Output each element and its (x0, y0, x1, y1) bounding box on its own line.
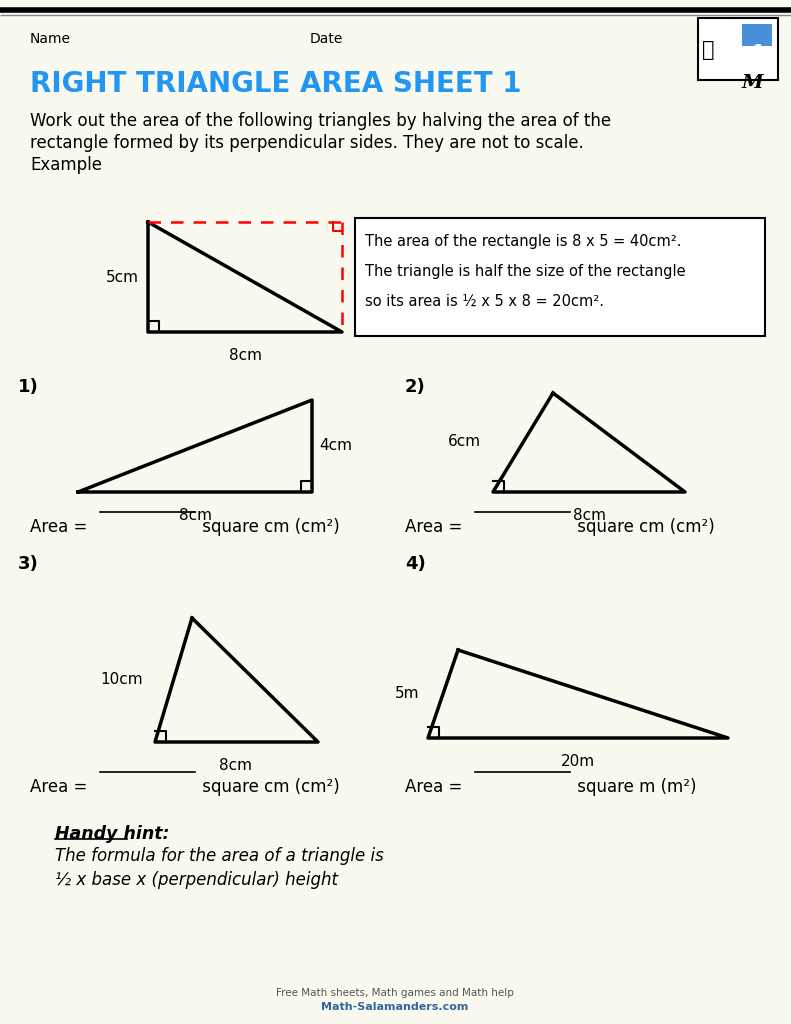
Text: Area =: Area = (30, 518, 93, 536)
Text: Handy hint:: Handy hint: (55, 825, 169, 843)
Text: M: M (742, 74, 763, 92)
Text: 10cm: 10cm (100, 673, 142, 687)
Bar (742, 24, 772, 46)
Text: Name: Name (30, 32, 71, 46)
Text: 🐆: 🐆 (702, 40, 714, 60)
Text: 1): 1) (18, 378, 39, 396)
Text: 5cm: 5cm (106, 269, 139, 285)
Text: rectangle formed by its perpendicular sides. They are not to scale.: rectangle formed by its perpendicular si… (30, 134, 584, 152)
Text: Free Math sheets, Math games and Math help: Free Math sheets, Math games and Math he… (276, 988, 514, 998)
Text: 20m: 20m (561, 754, 595, 769)
Text: Area =: Area = (405, 518, 467, 536)
Text: 3): 3) (18, 555, 39, 573)
Text: square cm (cm²): square cm (cm²) (572, 518, 715, 536)
Text: 4cm: 4cm (319, 438, 352, 454)
Text: 8cm: 8cm (229, 348, 262, 362)
Text: The triangle is half the size of the rectangle: The triangle is half the size of the rec… (365, 264, 686, 279)
Text: 5m: 5m (395, 686, 419, 701)
Text: The formula for the area of a triangle is: The formula for the area of a triangle i… (55, 847, 384, 865)
Text: Math-Salamanders.com: Math-Salamanders.com (321, 1002, 469, 1012)
Text: so its area is ½ x 5 x 8 = 20cm².: so its area is ½ x 5 x 8 = 20cm². (365, 294, 604, 309)
Text: 8cm: 8cm (573, 508, 605, 523)
Bar (698, 18, 778, 80)
Text: square m (m²): square m (m²) (572, 778, 697, 796)
Text: 8cm: 8cm (219, 758, 252, 773)
Text: Work out the area of the following triangles by halving the area of the: Work out the area of the following trian… (30, 112, 611, 130)
Text: Area =: Area = (405, 778, 467, 796)
Text: Date: Date (310, 32, 343, 46)
Text: 4): 4) (405, 555, 426, 573)
Text: The area of the rectangle is 8 x 5 = 40cm².: The area of the rectangle is 8 x 5 = 40c… (365, 234, 682, 249)
Text: 8cm: 8cm (179, 508, 211, 523)
Text: ½ x base x (perpendicular) height: ½ x base x (perpendicular) height (55, 871, 338, 889)
Text: Example: Example (30, 156, 102, 174)
Text: RIGHT TRIANGLE AREA SHEET 1: RIGHT TRIANGLE AREA SHEET 1 (30, 70, 521, 98)
Text: 6: 6 (751, 44, 763, 59)
Text: square cm (cm²): square cm (cm²) (197, 778, 340, 796)
Text: 2): 2) (405, 378, 426, 396)
Text: Area =: Area = (30, 778, 93, 796)
Text: square cm (cm²): square cm (cm²) (197, 518, 340, 536)
Text: 6cm: 6cm (448, 434, 481, 450)
Bar (355, 218, 765, 336)
